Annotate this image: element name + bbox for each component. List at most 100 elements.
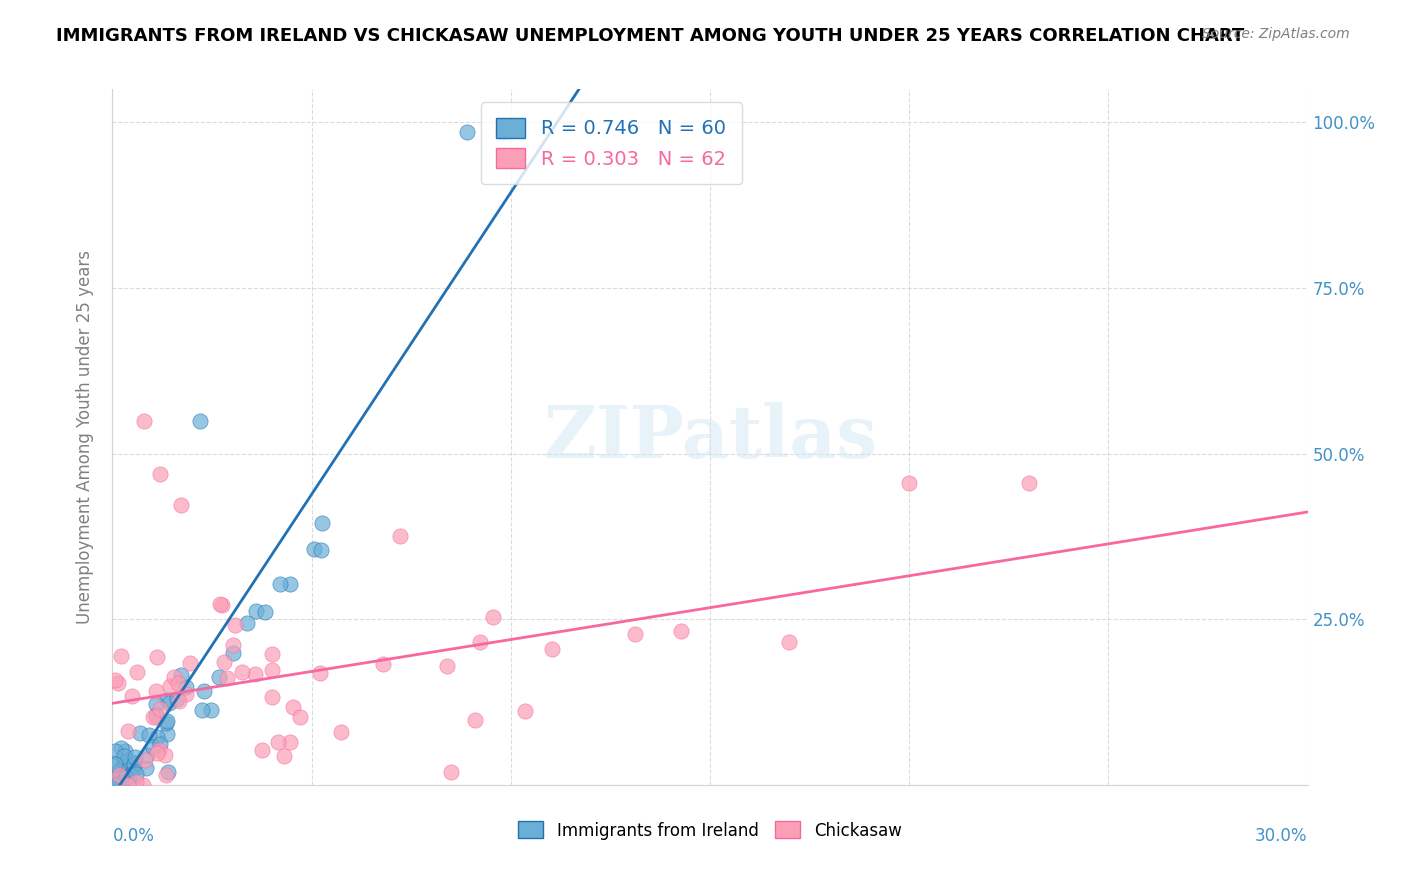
Point [898, 476, 921, 491]
Point [278, 577, 301, 591]
Point [145, 746, 167, 760]
Point [778, 634, 800, 648]
Point [231, 665, 253, 679]
Point [114, 770, 136, 784]
Point [174, 687, 197, 701]
Point [288, 710, 311, 724]
Point [127, 665, 149, 679]
Text: IMMIGRANTS FROM IRELAND VS CHICKASAW UNEMPLOYMENT AMONG YOUTH UNDER 25 YEARS COR: IMMIGRANTS FROM IRELAND VS CHICKASAW UNE… [56, 27, 1244, 45]
Point [134, 753, 156, 767]
Point [156, 727, 179, 741]
Point [121, 689, 143, 703]
Point [105, 767, 128, 781]
Point [212, 655, 235, 669]
Point [114, 756, 136, 770]
Point [145, 707, 167, 722]
Point [309, 542, 332, 557]
Point [166, 692, 188, 706]
Point [115, 767, 138, 781]
Point [167, 694, 190, 708]
Point [149, 467, 172, 481]
Text: Source: ZipAtlas.com: Source: ZipAtlas.com [1202, 27, 1350, 41]
Point [492, 125, 515, 139]
Point [221, 646, 243, 660]
Point [253, 605, 276, 619]
Point [170, 499, 193, 513]
Point [111, 778, 134, 792]
Point [145, 650, 167, 665]
Point [456, 125, 478, 139]
Point [105, 772, 128, 786]
Point [541, 641, 564, 656]
Point [125, 766, 148, 780]
Point [513, 704, 536, 718]
Text: 30.0%: 30.0% [1256, 827, 1308, 845]
Point [107, 764, 129, 778]
Point [122, 756, 145, 770]
Point [142, 710, 165, 724]
Point [110, 778, 132, 792]
Point [136, 747, 159, 762]
Point [135, 761, 157, 775]
Point [104, 778, 127, 792]
Point [269, 577, 291, 591]
Point [224, 618, 246, 632]
Point [243, 667, 266, 681]
Point [373, 657, 395, 671]
Point [482, 610, 505, 624]
Point [114, 744, 136, 758]
Point [149, 737, 172, 751]
Point [145, 697, 167, 711]
Point [153, 748, 176, 763]
Y-axis label: Unemployment Among Youth under 25 years: Unemployment Among Youth under 25 years [76, 250, 94, 624]
Point [163, 670, 186, 684]
Point [124, 750, 146, 764]
Point [107, 778, 129, 792]
Point [112, 748, 135, 763]
Point [120, 767, 142, 781]
Point [114, 771, 136, 785]
Point [108, 767, 131, 781]
Point [167, 675, 190, 690]
Point [262, 690, 284, 704]
Point [309, 665, 332, 680]
Point [148, 743, 170, 757]
Point [132, 778, 155, 792]
Text: 0.0%: 0.0% [112, 827, 155, 845]
Point [468, 635, 491, 649]
Point [252, 743, 274, 757]
Point [388, 529, 411, 543]
Point [145, 684, 167, 698]
Point [208, 670, 231, 684]
Point [464, 713, 486, 727]
Point [245, 604, 267, 618]
Point [104, 743, 127, 757]
Legend: Immigrants from Ireland, Chickasaw: Immigrants from Ireland, Chickasaw [512, 814, 908, 847]
Point [104, 673, 127, 688]
Point [103, 757, 125, 772]
Point [221, 638, 243, 652]
Point [278, 735, 301, 749]
Point [262, 663, 284, 677]
Point [281, 699, 304, 714]
Point [190, 703, 212, 717]
Point [188, 413, 211, 427]
Point [107, 676, 129, 690]
Point [156, 714, 179, 729]
Point [122, 778, 145, 792]
Point [142, 740, 165, 755]
Point [110, 740, 132, 755]
Point [302, 541, 325, 556]
Point [145, 710, 167, 724]
Point [125, 774, 148, 789]
Point [103, 756, 125, 770]
Point [170, 668, 193, 682]
Point [117, 723, 139, 738]
Point [117, 778, 139, 792]
Point [114, 757, 136, 772]
Point [669, 624, 692, 638]
Point [159, 679, 181, 693]
Point [155, 768, 177, 782]
Point [266, 734, 288, 748]
Point [156, 693, 179, 707]
